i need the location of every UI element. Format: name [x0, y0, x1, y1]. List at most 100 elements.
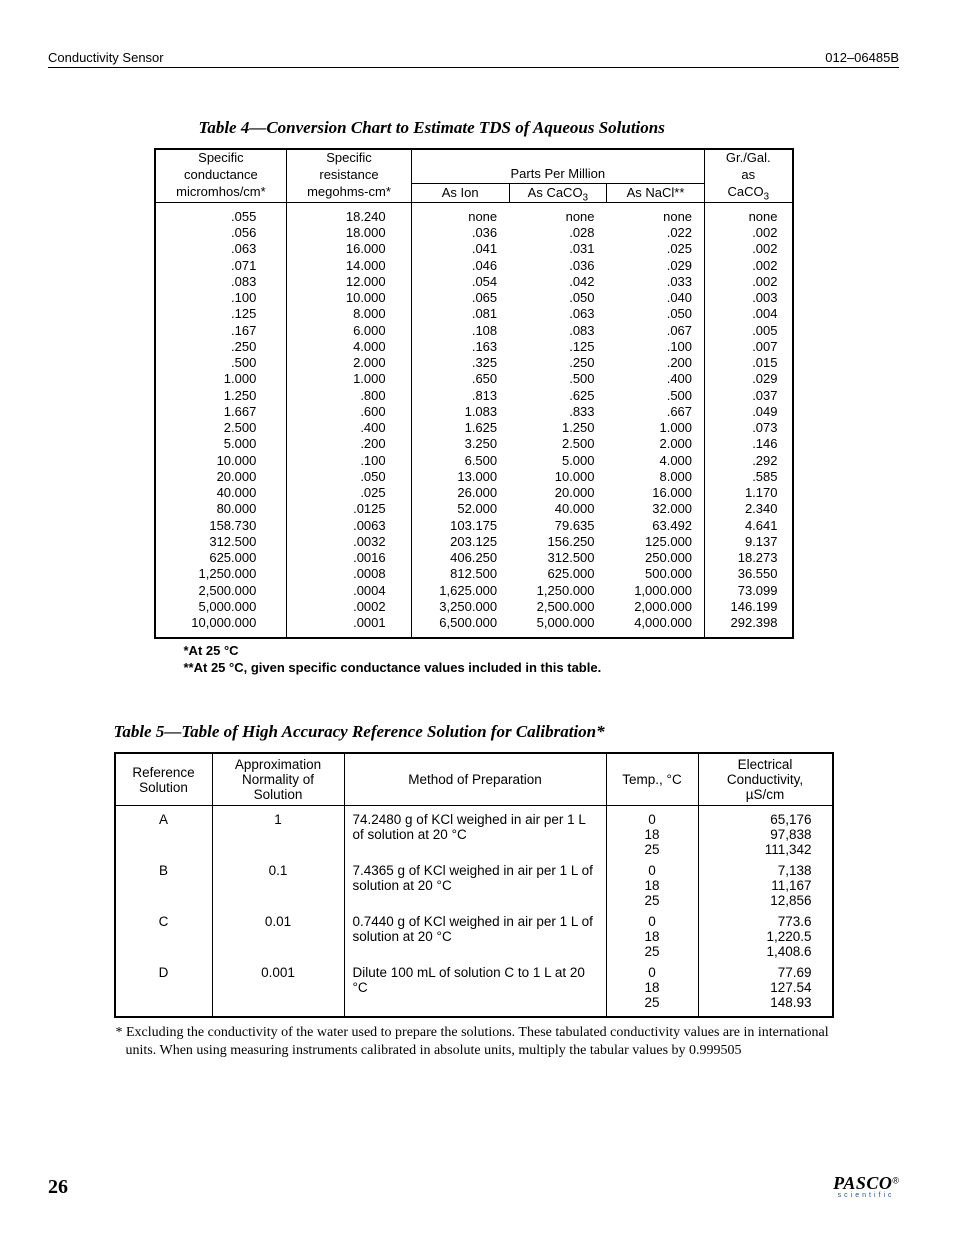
t4-h-c5: As NaCl**	[607, 183, 705, 202]
t4-h-c1b: conductance	[155, 166, 287, 183]
table-cell: 6,500.000	[411, 615, 509, 631]
table-cell: .036	[509, 258, 606, 274]
table-cell: 2.340	[705, 501, 793, 517]
table-cell: B	[115, 860, 213, 911]
table-cell: 1.083	[411, 404, 509, 420]
table5-container: Table 5—Table of High Accuracy Reference…	[114, 722, 834, 1060]
table-cell: 158.730	[155, 518, 287, 534]
table-row: 5,000.000.00023,250.0002,500.0002,000.00…	[155, 599, 793, 615]
table-cell: 63.492	[607, 518, 705, 534]
table-row: 2.500.4001.6251.2501.000.073	[155, 420, 793, 436]
table-cell: 52.000	[411, 501, 509, 517]
table-cell: .054	[411, 274, 509, 290]
table-cell: 0.01	[212, 911, 344, 962]
table-cell: .022	[607, 225, 705, 241]
table-cell: .025	[607, 241, 705, 257]
table-cell: 01825	[606, 806, 698, 861]
table-cell: .002	[705, 241, 793, 257]
table-cell: 312.500	[155, 534, 287, 550]
table-cell: .146	[705, 436, 793, 452]
table-cell: 20.000	[155, 469, 287, 485]
table-cell: 156.250	[509, 534, 606, 550]
table-cell: 7,13811,16712,856	[698, 860, 833, 911]
table-row: 80.000.012552.00040.00032.0002.340	[155, 501, 793, 517]
table-cell: 7.4365 g of KCl weighed in air per 1 L o…	[344, 860, 606, 911]
table-cell: .015	[705, 355, 793, 371]
table-cell: A	[115, 806, 213, 861]
page-number: 26	[48, 1176, 68, 1199]
table-cell: 18.000	[287, 225, 411, 241]
table4-container: Table 4—Conversion Chart to Estimate TDS…	[154, 118, 794, 677]
table-cell: .050	[607, 306, 705, 322]
table-cell: 103.175	[411, 518, 509, 534]
table-cell: 1.000	[155, 371, 287, 387]
table-cell: 1,250.000	[155, 566, 287, 582]
table-cell: .083	[155, 274, 287, 290]
table-cell: 812.500	[411, 566, 509, 582]
table-cell: .0063	[287, 518, 411, 534]
table-cell: .400	[607, 371, 705, 387]
t5-h-c5: Electrical Conductivity, µS/cm	[698, 753, 833, 806]
table-cell: C	[115, 911, 213, 962]
table-cell: 1.000	[607, 420, 705, 436]
table-cell: 01825	[606, 860, 698, 911]
table-cell: .050	[509, 290, 606, 306]
table-row: 625.000.0016406.250312.500250.00018.273	[155, 550, 793, 566]
table-cell: .100	[287, 453, 411, 469]
table-cell: .007	[705, 339, 793, 355]
table-cell: .0002	[287, 599, 411, 615]
table-cell: 01825	[606, 962, 698, 1017]
t4-h-c6c: CaCO3	[705, 183, 793, 202]
table-cell: .200	[287, 436, 411, 452]
table-cell: 146.199	[705, 599, 793, 615]
table-cell: 77.69127.54148.93	[698, 962, 833, 1017]
table-cell: 1.625	[411, 420, 509, 436]
table-cell: D	[115, 962, 213, 1017]
table-cell: .067	[607, 323, 705, 339]
table-cell: .081	[411, 306, 509, 322]
table-cell: .029	[607, 258, 705, 274]
table-cell: 5.000	[155, 436, 287, 452]
table-cell: .250	[155, 339, 287, 355]
table-cell: 79.635	[509, 518, 606, 534]
t4-h-c2c: megohms-cm*	[287, 183, 411, 202]
table5: Reference Solution Approximation Normali…	[114, 752, 834, 1018]
table-cell: 203.125	[411, 534, 509, 550]
table-cell: .0008	[287, 566, 411, 582]
table-cell: 10.000	[155, 453, 287, 469]
table-row: .05618.000.036.028.022.002	[155, 225, 793, 241]
table-cell: .250	[509, 355, 606, 371]
table-cell: 40.000	[509, 501, 606, 517]
table-cell: 0.7440 g of KCl weighed in air per 1 L o…	[344, 911, 606, 962]
table-cell: 2,000.000	[607, 599, 705, 615]
table5-caption: Table 5—Table of High Accuracy Reference…	[114, 722, 834, 742]
table-row: D0.001Dilute 100 mL of solution C to 1 L…	[115, 962, 833, 1017]
table-cell: 773.61,220.51,408.6	[698, 911, 833, 962]
table-cell: .125	[509, 339, 606, 355]
table-cell: 01825	[606, 911, 698, 962]
t4-h-c2b: resistance	[287, 166, 411, 183]
t4-note2: **At 25 °C, given specific conductance v…	[184, 660, 794, 677]
table-cell: 2.500	[509, 436, 606, 452]
table-row: .1258.000.081.063.050.004	[155, 306, 793, 322]
table-cell: 20.000	[509, 485, 606, 501]
table-cell: 125.000	[607, 534, 705, 550]
table-row: 1.667.6001.083.833.667.049	[155, 404, 793, 420]
table-cell: .500	[607, 388, 705, 404]
table-cell: 6.000	[287, 323, 411, 339]
t5-h-c4: Temp., °C	[606, 753, 698, 806]
table-cell: .0125	[287, 501, 411, 517]
table-cell: .167	[155, 323, 287, 339]
table-cell: 10.000	[287, 290, 411, 306]
table-cell: 36.550	[705, 566, 793, 582]
table-cell: 2,500.000	[155, 583, 287, 599]
table-cell: 1,000.000	[607, 583, 705, 599]
table-cell: .833	[509, 404, 606, 420]
table-cell: .049	[705, 404, 793, 420]
table-cell: .071	[155, 258, 287, 274]
table-cell: none	[705, 209, 793, 225]
table-cell: 625.000	[155, 550, 287, 566]
table-cell: 12.000	[287, 274, 411, 290]
table-cell: 5.000	[509, 453, 606, 469]
table-row: .05518.240nonenonenonenone	[155, 209, 793, 225]
